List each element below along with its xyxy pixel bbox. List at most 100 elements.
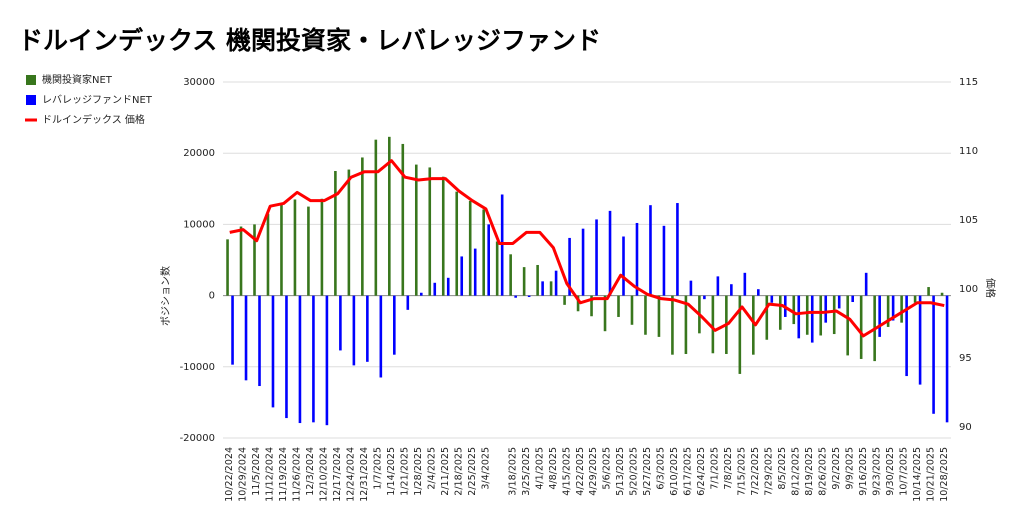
bar [393,295,396,355]
y2-tick-label: 100 [959,284,978,295]
y-tick-label: 20000 [183,148,215,159]
bar [271,295,275,408]
x-tick-label: 1/7/2025 [373,447,384,490]
bar [649,205,652,296]
x-tick-label: 10/7/2025 [898,447,909,496]
bar [514,295,517,298]
x-tick-label: 12/31/2024 [359,447,370,502]
bar [441,176,445,296]
x-tick-label: 6/3/2025 [656,447,667,490]
y-tick-label: 0 [209,291,215,302]
bar [568,237,571,296]
bar [891,295,895,321]
legend-swatch [26,75,36,85]
bar [590,295,593,317]
bar [347,169,351,296]
x-tick-label: 7/29/2025 [764,447,775,496]
y-axis-title: ポジション数 [159,266,172,326]
x-tick-label: 2/18/2025 [453,447,464,496]
x-tick-label: 3/18/2025 [507,447,518,496]
bar [401,143,405,296]
x-tick-label: 12/10/2024 [319,447,330,502]
bar [743,272,747,296]
x-tick-label: 8/5/2025 [777,447,788,490]
bar [280,203,283,296]
bar [752,295,755,355]
bar [258,295,261,387]
bar [500,194,504,296]
x-tick-label: 1/14/2025 [386,447,397,496]
x-tick-label: 4/29/2025 [588,447,599,496]
bar [824,295,828,323]
x-tick-label: 8/19/2025 [804,447,815,496]
x-tick-label: 12/3/2024 [305,447,316,496]
bar [635,222,639,296]
bar [886,295,890,327]
x-tick-label: 7/1/2025 [710,447,721,490]
bar [864,272,868,296]
price-line [229,159,945,338]
x-tick-label: 1/21/2025 [400,447,411,496]
x-tick-label: 2/4/2025 [426,447,437,490]
bar [778,295,782,330]
bar [320,198,324,296]
bar [379,295,383,378]
x-tick-label: 12/24/2024 [346,447,357,502]
bar [428,167,432,296]
bar [433,282,437,296]
y2-tick-label: 95 [959,353,972,364]
bar [703,295,706,300]
bar [644,295,647,335]
x-tick-label: 5/6/2025 [602,447,613,490]
y-tick-label: -20000 [180,433,215,444]
x-tick-label: 11/26/2024 [292,447,303,502]
x-tick-label: 10/22/2024 [224,447,235,502]
bar [608,210,612,296]
bar [859,295,863,359]
bar [622,236,625,296]
bar [226,239,229,296]
bar [662,225,666,296]
y2-axis-title: 価格 [984,278,997,298]
bar [630,295,634,325]
bar [563,295,566,305]
x-tick-label: 4/22/2025 [575,447,586,496]
bar [940,292,944,296]
bar [231,295,234,365]
x-tick-label: 8/26/2025 [817,447,828,496]
bar [339,295,342,351]
x-tick-label: 4/1/2025 [534,447,545,490]
y2-tick-label: 105 [959,215,978,226]
bar [900,295,903,323]
x-tick-label: 9/30/2025 [885,447,896,496]
bar [554,270,558,296]
bar [446,277,450,296]
bar [738,295,742,374]
bar [325,295,329,426]
bar [293,199,297,296]
bar [536,264,539,296]
x-tick-label: 2/11/2025 [440,447,451,496]
bar [603,295,607,332]
bar [541,281,544,296]
x-tick-label: 2/25/2025 [467,447,478,496]
bar [927,287,930,296]
bar [918,295,922,385]
y2-tick-label: 110 [959,146,978,157]
x-tick-label: 4/8/2025 [548,447,559,490]
bar [765,295,769,340]
y2-tick-label: 90 [959,422,972,433]
bar [468,200,472,296]
bar [671,295,674,355]
bar [419,292,423,296]
x-tick-label: 9/23/2025 [871,447,882,496]
bar [913,295,917,303]
bar [730,284,733,296]
x-tick-label: 8/12/2025 [790,447,801,496]
x-tick-label: 11/12/2024 [265,447,276,502]
bar [657,295,661,337]
bar [460,256,464,296]
bar [495,241,499,296]
legend-label: ドルインデックス 価格 [42,113,145,126]
